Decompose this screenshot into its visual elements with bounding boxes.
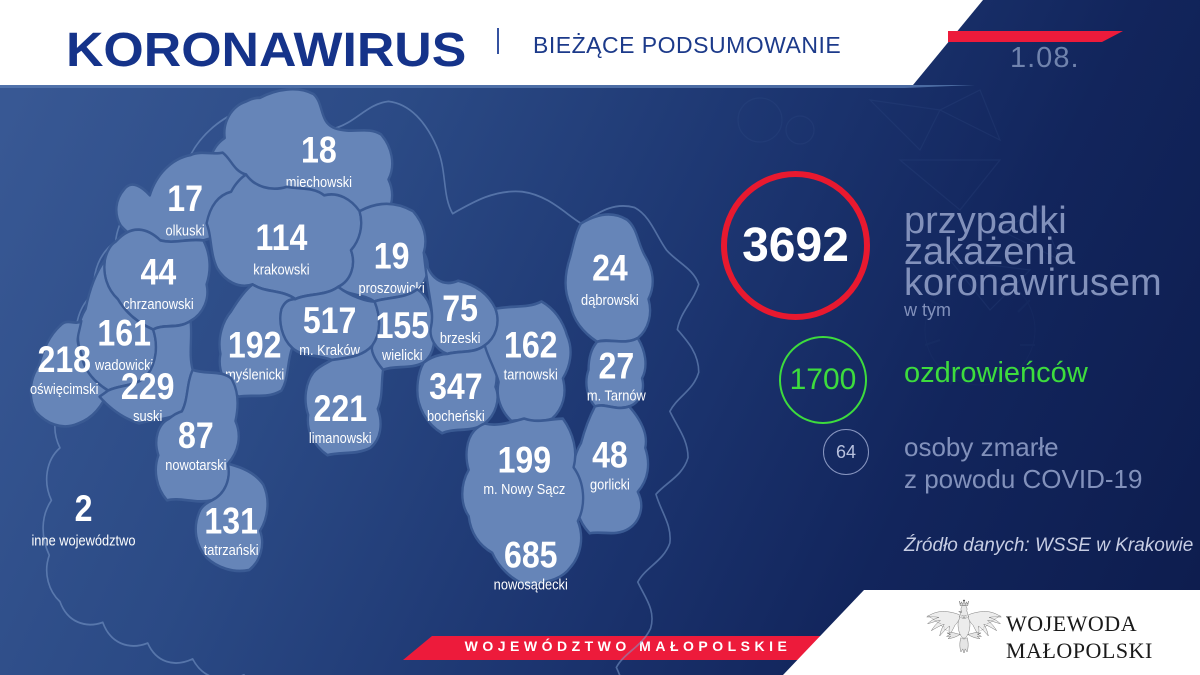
svg-text:krakowski: krakowski [253, 262, 309, 278]
svg-text:131: 131 [204, 501, 258, 541]
svg-text:nowosądecki: nowosądecki [494, 577, 568, 593]
svg-text:olkuski: olkuski [166, 223, 205, 239]
svg-text:192: 192 [228, 326, 282, 366]
svg-text:tarnowski: tarnowski [504, 367, 558, 383]
svg-text:27: 27 [599, 346, 635, 386]
svg-text:bocheński: bocheński [427, 408, 485, 424]
svg-text:229: 229 [121, 367, 175, 407]
svg-text:m. Tarnów: m. Tarnów [587, 388, 646, 404]
svg-text:17: 17 [167, 179, 203, 219]
svg-text:75: 75 [442, 289, 478, 329]
svg-text:suski: suski [133, 408, 162, 424]
svg-text:155: 155 [376, 306, 430, 346]
svg-text:2: 2 [75, 489, 93, 529]
svg-text:19: 19 [374, 237, 410, 277]
svg-text:m. Nowy Sącz: m. Nowy Sącz [483, 481, 565, 497]
svg-text:tatrzański: tatrzański [204, 542, 259, 558]
svg-text:nowotarski: nowotarski [165, 457, 226, 473]
svg-text:18: 18 [301, 131, 337, 171]
svg-text:347: 347 [429, 367, 483, 407]
svg-text:dąbrowski: dąbrowski [581, 292, 639, 308]
svg-text:limanowski: limanowski [309, 430, 372, 446]
svg-text:oświęcimski: oświęcimski [30, 381, 98, 397]
svg-text:44: 44 [141, 253, 177, 293]
svg-text:161: 161 [97, 314, 151, 354]
svg-text:218: 218 [37, 340, 91, 380]
svg-text:chrzanowski: chrzanowski [123, 296, 194, 312]
svg-text:gorlicki: gorlicki [590, 477, 630, 493]
svg-text:114: 114 [256, 218, 308, 258]
svg-text:162: 162 [504, 326, 558, 366]
svg-text:24: 24 [592, 249, 628, 289]
svg-text:221: 221 [314, 389, 368, 429]
svg-text:517: 517 [303, 301, 357, 341]
svg-text:wielicki: wielicki [381, 347, 423, 363]
svg-text:inne województwo: inne województwo [31, 533, 135, 549]
svg-text:48: 48 [592, 436, 628, 476]
svg-text:199: 199 [498, 440, 552, 480]
svg-text:685: 685 [504, 536, 558, 576]
svg-text:brzeski: brzeski [440, 330, 481, 346]
svg-text:myślenicki: myślenicki [225, 367, 284, 383]
svg-text:87: 87 [178, 416, 214, 456]
